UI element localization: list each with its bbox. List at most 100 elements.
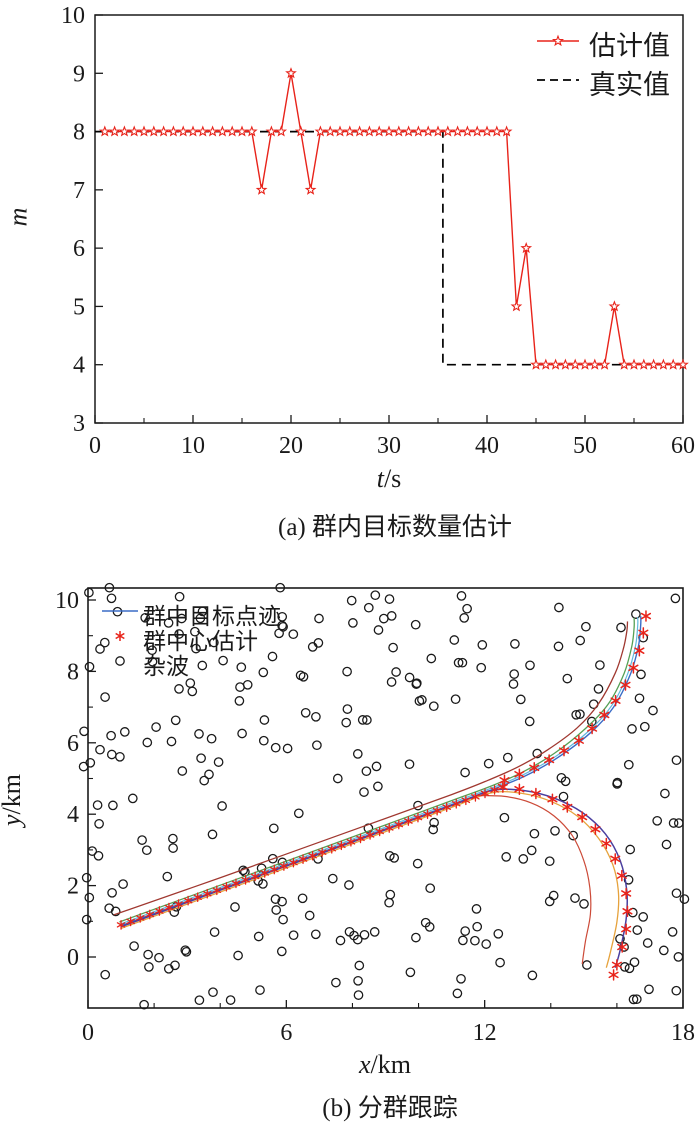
clutter-point <box>361 766 372 777</box>
clutter-point <box>270 894 281 904</box>
estimated-star-marker <box>216 125 229 137</box>
legend-label: 真实值 <box>589 70 670 100</box>
legend-item-estimated: 估计值 <box>536 24 670 63</box>
center-estimate-marker <box>530 787 541 800</box>
y-tick-label-a: 7 <box>73 178 85 204</box>
clutter-point <box>501 852 512 862</box>
clutter-point <box>425 883 436 894</box>
estimated-star-marker <box>500 125 513 137</box>
y-tick-label-a: 9 <box>73 61 85 87</box>
y-tick-label-b: 6 <box>67 731 79 757</box>
clutter-point <box>94 818 104 829</box>
x-tick-label-a: 30 <box>377 433 401 459</box>
clutter-point <box>411 932 421 943</box>
clutter-point <box>267 853 278 864</box>
asterisk-marker-sample <box>101 628 139 649</box>
clutter-point <box>456 973 466 984</box>
center-estimate-marker <box>547 793 558 805</box>
clutter-point <box>515 694 526 705</box>
clutter-point <box>404 759 415 770</box>
clutter-point <box>168 843 178 853</box>
x-axis-var-b: x <box>359 1050 371 1079</box>
clutter-point <box>660 788 670 799</box>
estimated-star-marker <box>490 125 503 137</box>
clutter-point <box>258 879 268 889</box>
center-estimate-marker <box>611 959 622 971</box>
clutter-point <box>359 929 370 940</box>
track-line-sample <box>101 604 139 623</box>
center-estimate-marker <box>212 885 222 896</box>
clutter-point <box>671 755 682 766</box>
clutter-point <box>458 935 468 946</box>
clutter-point <box>579 899 589 909</box>
center-estimate-marker <box>260 868 270 878</box>
legend-sample-svg <box>115 656 125 666</box>
y-tick-label-b: 10 <box>55 588 79 614</box>
y-tick-label-a: 5 <box>73 294 85 320</box>
y-tick-label-a: 3 <box>73 411 85 437</box>
clutter-point <box>93 850 104 861</box>
clutter-point <box>346 595 357 606</box>
estimated-star-marker <box>647 358 660 370</box>
x-axis-unit-b: /km <box>370 1050 411 1079</box>
x-tick-label-b: 18 <box>671 1020 695 1046</box>
clutter-point <box>197 606 208 617</box>
clutter-point <box>282 743 293 754</box>
clutter-point <box>100 969 111 980</box>
clutter-point <box>141 845 152 856</box>
center-estimate-marker <box>442 802 451 813</box>
center-estimate-marker <box>250 871 260 882</box>
estimated-line-star-sample <box>536 33 580 54</box>
y-axis-title-b: y/km <box>0 774 38 826</box>
center-estimate-marker <box>183 895 193 906</box>
legend-sample-svg <box>537 34 579 47</box>
clutter-point <box>405 967 416 978</box>
true-value-line <box>95 130 683 366</box>
clutter-point <box>595 660 605 670</box>
clutter-point <box>259 715 270 725</box>
x-tick-label-a: 60 <box>671 433 695 459</box>
center-estimate-marker <box>628 662 639 674</box>
center-estimate-marker <box>298 854 308 864</box>
group1-track-green <box>119 617 635 923</box>
clutter-point <box>168 833 178 844</box>
center-estimate-marker <box>423 809 432 819</box>
clutter-point <box>344 880 354 890</box>
clutter-point <box>147 656 158 667</box>
estimated-line <box>104 73 683 366</box>
clutter-point <box>79 726 89 737</box>
clutter-point <box>327 873 338 884</box>
clutter-point <box>623 874 634 885</box>
clutter-point <box>642 938 653 948</box>
clutter-point <box>143 949 153 960</box>
clutter-point <box>204 769 214 780</box>
clutter-point <box>115 751 125 762</box>
estimated-star-marker <box>343 125 356 137</box>
clutter-point <box>493 928 504 939</box>
estimated-star-marker <box>461 125 474 137</box>
estimated-star-marker <box>255 183 268 195</box>
clutter-point <box>671 985 682 996</box>
center-estimate-marker <box>394 819 404 830</box>
estimated-star-marker <box>245 125 258 137</box>
clutter-point <box>429 817 439 828</box>
center-estimate-marker <box>231 878 241 889</box>
clutter-point <box>460 926 471 936</box>
clutter-point <box>631 609 641 619</box>
clutter-point <box>300 707 311 718</box>
x-tick-label-a: 10 <box>181 433 205 459</box>
center-estimate-marker <box>471 791 480 802</box>
x-tick-label-a: 40 <box>475 433 499 459</box>
clutter-point <box>529 828 540 839</box>
legend-label: 杂波 <box>143 653 189 679</box>
clutter-point <box>624 963 635 974</box>
clutter-point <box>162 871 173 882</box>
x-tick-label-a: 0 <box>89 433 101 459</box>
estimated-star-marker <box>392 125 405 137</box>
clutter-point <box>335 935 346 946</box>
clutter-point <box>670 593 681 604</box>
clutter-point <box>107 887 117 898</box>
clutter-point <box>575 709 585 720</box>
clutter-point <box>544 896 555 907</box>
clutter-point <box>297 893 308 904</box>
